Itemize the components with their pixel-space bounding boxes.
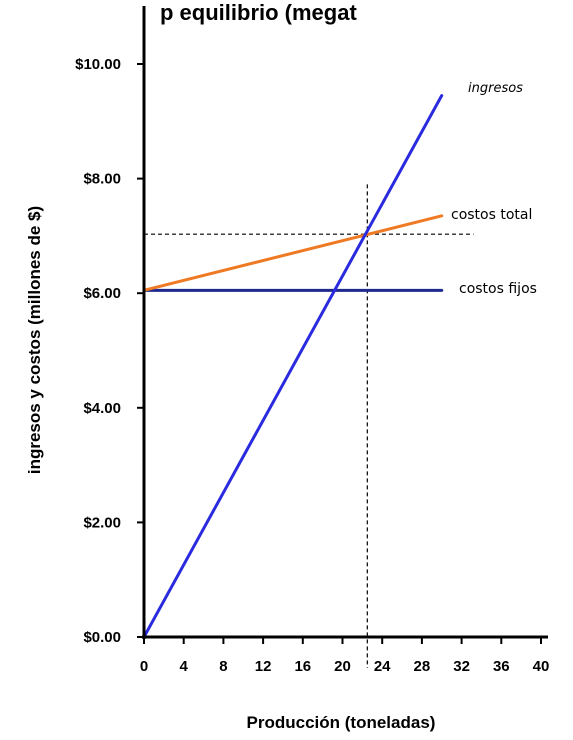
- x-tick-label: 12: [255, 658, 272, 675]
- series-label-ingresos: ingresos: [468, 81, 523, 96]
- x-tick-label: 0: [140, 658, 148, 675]
- x-axis-title: Producción (toneladas): [247, 713, 436, 732]
- y-tick-label: $6.00: [83, 285, 121, 302]
- y-tick-label: $10.00: [75, 56, 121, 73]
- x-tick-label: 36: [493, 658, 510, 675]
- x-tick-label: 20: [334, 658, 351, 675]
- x-tick-label: 16: [294, 658, 311, 675]
- x-tick-label: 4: [180, 658, 189, 675]
- x-axis-ticks: 0 4 8 12 16 20 24 28 32 36 40: [140, 637, 550, 675]
- series-label-costos-total: costos total: [451, 207, 532, 223]
- x-tick-label: 32: [453, 658, 470, 675]
- x-tick-label: 28: [414, 658, 431, 675]
- x-tick-label: 8: [219, 658, 227, 675]
- y-axis-title: ingresos y costos (millones de $): [25, 206, 44, 474]
- chart-title: p equilibrio (megat: [160, 0, 357, 25]
- series-line-ingresos: [142, 94, 444, 639]
- series-lines: ingresos costos total costos fijos: [142, 81, 537, 639]
- x-tick-label: 24: [374, 658, 391, 675]
- x-tick-label: 40: [533, 658, 550, 675]
- y-tick-label: $4.00: [83, 400, 121, 417]
- y-axis-ticks: $0.00 $2.00 $4.00 $6.00 $8.00 $10.00: [75, 56, 144, 646]
- y-tick-label: $8.00: [83, 171, 121, 188]
- y-tick-label: $2.00: [83, 514, 121, 531]
- series-line-costos-total: [142, 214, 444, 292]
- y-tick-label: $0.00: [83, 629, 121, 646]
- series-label-costos-fijos: costos fijos: [459, 281, 537, 297]
- breakeven-guides: [144, 184, 474, 668]
